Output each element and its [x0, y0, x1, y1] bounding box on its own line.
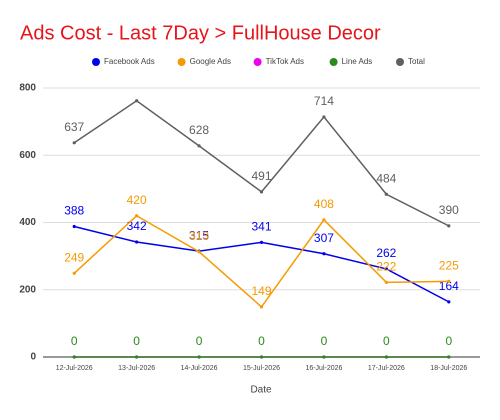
point [135, 214, 139, 218]
x-tick-label: 16-Jul-2026 [305, 365, 342, 372]
legend-marker [177, 58, 186, 66]
data-label: 408 [314, 197, 334, 211]
x-tick-label: 18-Jul-2026 [430, 365, 467, 372]
y-tick-label: 600 [19, 150, 36, 161]
point [135, 355, 139, 359]
point [447, 355, 451, 359]
point [72, 141, 76, 145]
legend-marker [253, 58, 262, 66]
data-label: 637 [64, 120, 84, 134]
legend-marker [329, 58, 338, 66]
y-tick-label: 400 [19, 217, 36, 228]
legend-label: Google Ads [190, 57, 231, 66]
point [384, 280, 388, 284]
point [384, 267, 388, 271]
point [322, 115, 326, 119]
series-line [73, 99, 450, 227]
data-label: 388 [64, 204, 84, 218]
data-label: 491 [251, 169, 271, 183]
data-label: 0 [71, 334, 78, 348]
data-label: 0 [196, 334, 203, 348]
x-tick-label: 14-Jul-2026 [181, 365, 218, 372]
point [447, 224, 451, 228]
point [259, 305, 264, 309]
point [197, 144, 201, 148]
point [197, 355, 201, 359]
legend-label: TikTok Ads [266, 57, 304, 66]
point [384, 355, 388, 359]
data-label: 313 [189, 229, 209, 243]
point [72, 271, 76, 275]
chart-title: Ads Cost - Last 7Day > FullHouse Decor [20, 22, 381, 44]
data-label: 0 [321, 334, 328, 348]
data-label: 420 [127, 193, 147, 207]
data-label: 342 [127, 219, 147, 233]
x-tick-label: 12-Jul-2026 [56, 365, 93, 372]
data-label: 0 [383, 334, 390, 348]
point [447, 279, 451, 283]
point [135, 99, 139, 103]
data-label: 149 [251, 284, 271, 298]
legend-marker [92, 58, 100, 66]
data-label: 714 [314, 94, 334, 108]
x-axis-label: Date [250, 385, 272, 396]
point [197, 250, 201, 254]
y-tick-label: 0 [30, 352, 36, 363]
y-tick-label: 200 [19, 284, 36, 295]
data-label: 222 [376, 260, 396, 274]
y-tick-label: 800 [19, 83, 36, 94]
data-label: 0 [133, 334, 140, 348]
point [259, 190, 264, 194]
point [135, 240, 139, 244]
point [384, 192, 388, 196]
data-label: 262 [376, 246, 396, 260]
legend-label: Total [408, 57, 425, 66]
point [322, 218, 326, 222]
point [259, 355, 264, 359]
legend-label: Facebook Ads [104, 57, 155, 66]
point [72, 355, 76, 359]
data-label: 628 [189, 123, 209, 137]
data-label: 225 [439, 259, 459, 273]
point [322, 252, 326, 256]
data-label: 307 [314, 231, 334, 245]
point [72, 224, 76, 229]
data-label: 0 [258, 334, 265, 348]
data-label: 484 [376, 171, 396, 185]
x-tick-label: 17-Jul-2026 [368, 365, 405, 372]
data-label: 164 [439, 279, 459, 293]
point [259, 240, 264, 244]
legend-marker [396, 58, 404, 66]
point [447, 300, 451, 304]
data-label: 249 [64, 250, 84, 264]
legend-label: Line Ads [342, 57, 373, 66]
x-tick-label: 15-Jul-2026 [243, 365, 280, 372]
data-label: 315 [189, 228, 209, 242]
data-label: 341 [251, 220, 271, 234]
x-tick-label: 13-Jul-2026 [118, 365, 155, 372]
point [322, 355, 326, 359]
data-label: 390 [439, 203, 459, 217]
data-label: 0 [445, 334, 452, 348]
